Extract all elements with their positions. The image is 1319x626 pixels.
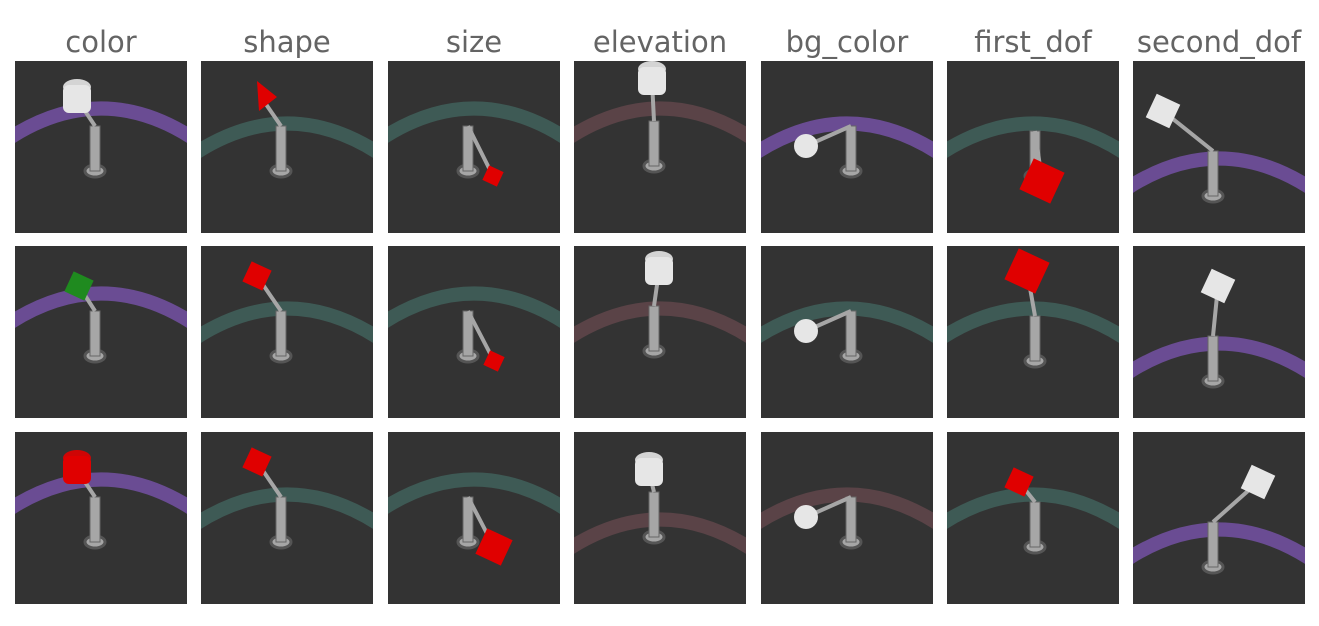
object-cube	[1004, 467, 1034, 497]
column-title-bg-color: bg_color	[785, 25, 909, 59]
object-cube	[482, 165, 504, 187]
scene-tile-color-2	[15, 246, 187, 418]
robot-arm-link	[1207, 335, 1219, 382]
scene-tile-shape-3	[201, 432, 373, 604]
scene-tile-bg-color-3	[761, 432, 933, 604]
scene-tile-shape-2	[201, 246, 373, 418]
scene-tile-first-dof-2	[947, 246, 1119, 418]
object-cube	[475, 528, 513, 566]
scene-tile-size-3	[388, 432, 560, 604]
workspace-ring	[388, 101, 560, 143]
workspace-ring	[761, 301, 933, 343]
object-cube	[242, 261, 272, 291]
robot-arm-link	[648, 305, 660, 352]
robot-arm-link	[1029, 315, 1041, 362]
workspace-ring	[574, 512, 746, 554]
scene-tile-bg-color-1	[761, 61, 933, 233]
object-cube	[242, 447, 272, 477]
object-cube	[1145, 93, 1181, 129]
robot-arm-link	[1207, 521, 1219, 568]
column-title-size: size	[445, 25, 503, 59]
object-cube	[1004, 248, 1050, 294]
object-cube	[1019, 158, 1065, 204]
scene-tile-second-dof-2	[1133, 246, 1305, 418]
object-cylinder-top	[63, 450, 91, 466]
workspace-ring	[1133, 151, 1305, 193]
scene-tile-size-2	[388, 246, 560, 418]
object-cylinder-top	[63, 79, 91, 95]
scene-tile-color-3	[15, 432, 187, 604]
robot-arm-link	[648, 120, 660, 167]
robot-arm-link	[89, 125, 101, 172]
robot-arm-link	[1029, 501, 1041, 548]
workspace-ring	[15, 101, 187, 143]
object-cylinder-top	[645, 251, 673, 267]
scene-tile-elevation-2	[574, 246, 746, 418]
scene-tile-second-dof-1	[1133, 61, 1305, 233]
robot-arm-link	[275, 310, 287, 357]
workspace-ring	[388, 286, 560, 328]
workspace-ring	[388, 472, 560, 514]
object-cylinder-top	[638, 61, 666, 77]
column-title-shape: shape	[243, 25, 331, 59]
scene-tile-shape-1	[201, 61, 373, 233]
workspace-ring	[15, 472, 187, 514]
object-cube	[1240, 464, 1276, 500]
object-cube	[483, 350, 505, 372]
column-title-color: color	[65, 25, 137, 59]
object-cube	[1200, 268, 1236, 304]
robot-arm-link	[89, 496, 101, 543]
workspace-ring	[947, 116, 1119, 158]
workspace-ring	[1133, 336, 1305, 378]
scene-tile-color-1	[15, 61, 187, 233]
robot-arm-link	[1207, 150, 1219, 197]
robot-arm-link	[845, 125, 857, 172]
workspace-ring	[574, 301, 746, 343]
scene-tile-elevation-3	[574, 432, 746, 604]
robot-arm-link	[845, 496, 857, 543]
column-title-first-dof: first_dof	[974, 25, 1092, 59]
workspace-ring	[15, 286, 187, 328]
object-cylinder-top	[635, 452, 663, 468]
column-title-elevation: elevation	[592, 25, 728, 59]
object-cone	[257, 81, 277, 111]
robot-arm-link	[89, 310, 101, 357]
workspace-ring	[201, 116, 373, 158]
workspace-ring	[1133, 522, 1305, 564]
workspace-ring	[201, 301, 373, 343]
workspace-ring	[201, 487, 373, 529]
scene-tile-elevation-1	[574, 61, 746, 233]
object-sphere	[794, 505, 818, 529]
scene-tile-first-dof-1	[947, 61, 1119, 233]
scene-tile-first-dof-3	[947, 432, 1119, 604]
scene-tile-size-1	[388, 61, 560, 233]
robot-arm-link	[275, 496, 287, 543]
column-title-second-dof: second_dof	[1136, 25, 1302, 59]
robot-arm-link	[648, 491, 660, 538]
object-sphere	[794, 319, 818, 343]
workspace-ring	[574, 101, 746, 143]
robot-arm-link	[275, 125, 287, 172]
workspace-ring	[947, 487, 1119, 529]
object-sphere	[794, 134, 818, 158]
scene-tile-bg-color-2	[761, 246, 933, 418]
object-cube	[64, 271, 94, 301]
robot-arm-link	[845, 310, 857, 357]
workspace-ring	[761, 116, 933, 158]
scene-tile-second-dof-3	[1133, 432, 1305, 604]
workspace-ring	[761, 487, 933, 529]
